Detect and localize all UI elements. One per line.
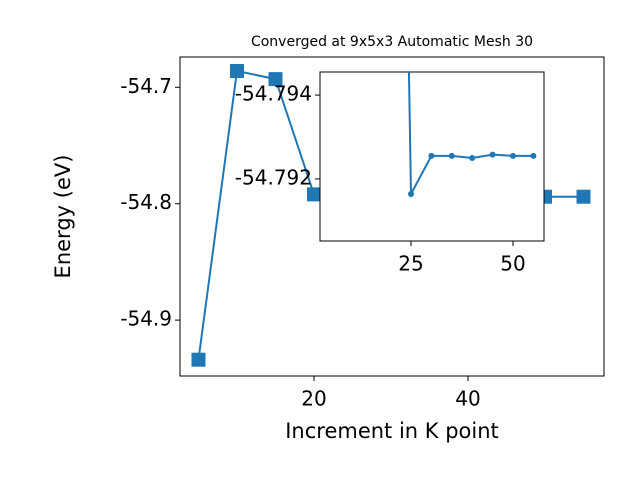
- marker: [530, 152, 537, 159]
- y-tick-label: -54.9: [120, 307, 172, 331]
- y-tick-label: -54.792: [235, 165, 312, 189]
- y-tick-label: -54.8: [120, 190, 172, 214]
- marker: [268, 72, 283, 87]
- inset-clip: [407, 72, 537, 198]
- marker: [191, 352, 206, 367]
- x-tick-label: 40: [455, 387, 480, 411]
- chart-title: Converged at 9x5x3 Automatic Mesh 30: [251, 34, 533, 50]
- marker: [229, 63, 244, 78]
- marker: [469, 154, 476, 161]
- marker: [489, 151, 496, 158]
- marker: [509, 152, 516, 159]
- marker: [428, 152, 435, 159]
- marker: [306, 187, 321, 202]
- marker: [448, 152, 455, 159]
- y-tick-label: -54.7: [120, 74, 172, 98]
- x-axis-label: Increment in K point: [285, 419, 499, 443]
- x-tick-label: 50: [500, 252, 525, 276]
- x-tick-label: 25: [398, 252, 423, 276]
- y-tick-label: -54.794: [235, 82, 312, 106]
- marker: [407, 191, 414, 198]
- x-tick-label: 20: [301, 387, 326, 411]
- y-axis-label: Energy (eV): [51, 155, 75, 279]
- marker: [576, 189, 591, 204]
- series-line: [407, 72, 534, 198]
